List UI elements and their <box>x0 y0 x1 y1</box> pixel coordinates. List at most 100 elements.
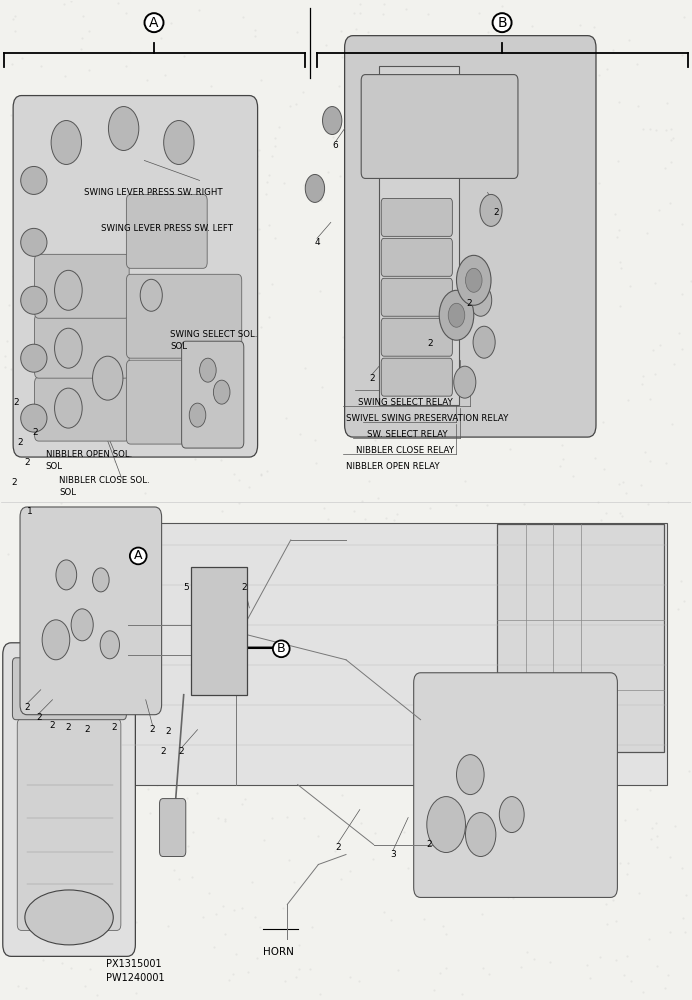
Circle shape <box>109 107 139 150</box>
Point <box>280 11 291 27</box>
Point <box>77 954 88 970</box>
Point <box>608 267 619 283</box>
Point <box>632 886 644 902</box>
Point <box>459 363 470 379</box>
Point <box>73 799 84 815</box>
Point <box>558 753 569 769</box>
Point <box>71 578 82 594</box>
Point <box>174 141 185 157</box>
Point <box>677 643 688 659</box>
Point <box>305 213 316 229</box>
Point <box>22 198 33 214</box>
Point <box>34 650 45 666</box>
Text: B: B <box>498 16 507 30</box>
Text: NIBBLER CLOSE SOL.: NIBBLER CLOSE SOL. <box>60 476 150 485</box>
Point <box>26 650 37 666</box>
FancyBboxPatch shape <box>160 799 185 857</box>
Point <box>362 960 373 976</box>
Point <box>560 680 571 696</box>
Point <box>392 478 403 494</box>
Point <box>646 153 657 169</box>
Point <box>91 0 102 13</box>
Circle shape <box>51 121 82 164</box>
Point <box>83 922 94 938</box>
Point <box>595 472 606 488</box>
Point <box>66 991 77 1000</box>
Point <box>677 768 688 784</box>
Point <box>343 249 354 265</box>
Point <box>199 866 210 882</box>
Point <box>546 209 557 225</box>
Point <box>164 466 175 482</box>
Point <box>481 487 492 503</box>
Point <box>394 222 405 238</box>
Point <box>103 416 114 432</box>
Point <box>159 159 170 175</box>
Point <box>26 557 37 573</box>
FancyBboxPatch shape <box>190 567 247 695</box>
Point <box>428 859 439 875</box>
Point <box>399 319 410 335</box>
Point <box>641 759 653 775</box>
Point <box>339 675 350 691</box>
Point <box>58 424 69 440</box>
Text: SWING SELECT RELAY: SWING SELECT RELAY <box>358 398 453 407</box>
Point <box>327 855 338 871</box>
Point <box>635 507 646 523</box>
Point <box>113 445 124 461</box>
Point <box>643 53 654 69</box>
Point <box>610 32 621 48</box>
Point <box>361 239 372 255</box>
Point <box>203 99 215 115</box>
Point <box>345 121 356 137</box>
Point <box>370 552 381 568</box>
Point <box>252 338 263 354</box>
Point <box>614 730 626 746</box>
Point <box>106 399 117 415</box>
Point <box>511 559 522 575</box>
Point <box>601 479 612 495</box>
Ellipse shape <box>25 890 113 945</box>
Point <box>350 339 361 355</box>
Point <box>264 767 275 783</box>
Point <box>501 568 512 584</box>
Point <box>453 407 464 423</box>
Point <box>226 876 237 892</box>
Point <box>661 862 672 878</box>
Point <box>652 145 663 161</box>
Text: SOL: SOL <box>46 462 62 471</box>
FancyBboxPatch shape <box>35 314 129 378</box>
Point <box>215 532 226 548</box>
Point <box>237 84 248 100</box>
Point <box>101 684 112 700</box>
Point <box>503 95 514 111</box>
Point <box>100 446 111 462</box>
Point <box>152 207 163 223</box>
Point <box>284 886 295 902</box>
Point <box>614 129 626 145</box>
Point <box>221 436 233 452</box>
Point <box>660 266 671 282</box>
Text: 5: 5 <box>183 583 189 592</box>
Circle shape <box>56 560 77 590</box>
Point <box>480 103 491 119</box>
Point <box>255 410 266 426</box>
Point <box>279 319 290 335</box>
Point <box>480 211 491 227</box>
Point <box>552 444 563 460</box>
Point <box>453 841 464 857</box>
Point <box>12 6 24 22</box>
Point <box>0 242 10 258</box>
Point <box>621 118 632 134</box>
Point <box>115 869 126 885</box>
Point <box>639 266 650 282</box>
Point <box>78 860 89 876</box>
FancyBboxPatch shape <box>381 238 453 276</box>
Point <box>679 975 690 991</box>
Point <box>383 717 394 733</box>
Point <box>194 611 206 627</box>
Point <box>254 65 265 81</box>
Point <box>676 698 687 714</box>
FancyBboxPatch shape <box>17 719 121 930</box>
Point <box>426 664 437 680</box>
